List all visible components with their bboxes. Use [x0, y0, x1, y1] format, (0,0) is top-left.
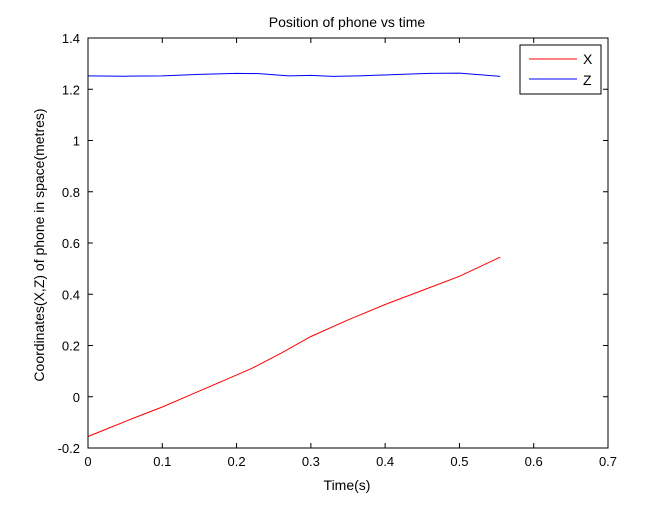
- y-tick-label: 0.4: [62, 287, 80, 302]
- y-tick-label: 0.6: [62, 236, 80, 251]
- x-tick-label: 0.5: [450, 454, 468, 469]
- x-tick-label: 0.1: [153, 454, 171, 469]
- y-tick-label: -0.2: [58, 441, 80, 456]
- legend: X Z: [519, 44, 602, 95]
- legend-box: [519, 44, 602, 95]
- y-tick-label: 1.2: [62, 82, 80, 97]
- y-tick-label: 0.8: [62, 185, 80, 200]
- series-line-x: [87, 256, 501, 437]
- plot-area: [88, 38, 608, 448]
- y-tick-label: 1: [73, 134, 80, 149]
- series-line-z: [87, 72, 501, 77]
- y-tick-label: 1.4: [62, 31, 80, 46]
- y-axis-title: Coordinates(X,Z) of phone in space(metre…: [31, 108, 47, 381]
- x-axis-title: Time(s): [324, 477, 371, 493]
- x-tick-label: 0.7: [599, 454, 617, 469]
- x-tick-label: 0.6: [525, 454, 543, 469]
- axes-layer: 0 0.1 0.2 0.3 0.4 0.5 0.6 0.7 -0.2 0 0.2 0.4 0.6 0.8 1…: [58, 31, 617, 469]
- x-tick-label: 0: [84, 454, 91, 469]
- x-tick-label: 0.4: [376, 454, 394, 469]
- y-tick-label: 0: [73, 390, 80, 405]
- x-tick-label: 0.3: [302, 454, 320, 469]
- series-layer: [87, 72, 501, 437]
- x-tick-label: 0.2: [228, 454, 246, 469]
- y-tick-label: 0.2: [62, 339, 80, 354]
- chart-title: Position of phone vs time: [269, 14, 426, 30]
- legend-label-z: Z: [583, 72, 592, 88]
- legend-label-x: X: [583, 51, 593, 67]
